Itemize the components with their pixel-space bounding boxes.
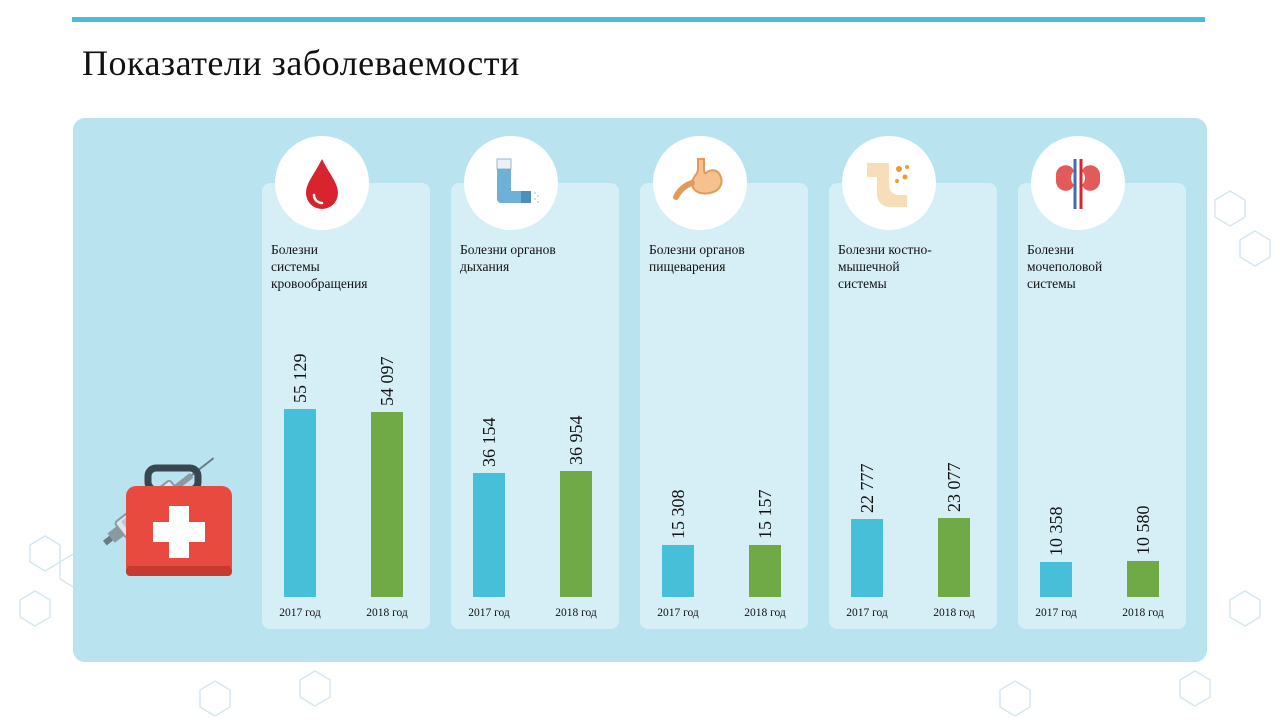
x-tick-label: 2017 год [1035, 607, 1077, 619]
category-label: Болезни костно-мышечной системы [838, 241, 988, 292]
data-label: 23 077 [944, 462, 964, 513]
data-label: 22 777 [857, 463, 877, 514]
bar-2018 [1127, 561, 1159, 597]
x-tick-label: 2018 год [744, 607, 786, 619]
category-label-line: системы [838, 276, 887, 291]
chart-card: Болезни органов дыхания 36 154 2017 год 36 9… [451, 183, 619, 629]
category-label-line: Болезни органов [460, 242, 556, 257]
category-label: Болезни органов дыхания [460, 241, 610, 275]
category-label-line: Болезни [1027, 242, 1074, 257]
bar-2017 [851, 519, 883, 597]
data-label: 15 308 [668, 489, 688, 540]
bar-2017 [473, 473, 505, 597]
category-label-line: пищеварения [649, 259, 726, 274]
top-accent-rule [72, 17, 1205, 22]
bar-2018 [749, 545, 781, 597]
category-label-line: Болезни костно- [838, 242, 932, 257]
first-aid-kit-icon [102, 457, 232, 576]
data-label: 10 580 [1133, 505, 1153, 556]
page-title: Показатели заболеваемости [82, 43, 520, 83]
category-label: Болезни системы кровообращения [271, 241, 421, 292]
data-label: 54 097 [377, 356, 397, 407]
category-label-line: системы [271, 259, 320, 274]
chart-card: Болезни органов пищеварения 15 308 2017 год… [640, 183, 808, 629]
x-tick-label: 2018 год [366, 607, 408, 619]
data-label: 55 129 [290, 353, 310, 404]
x-tick-label: 2017 год [846, 607, 888, 619]
bar-2017 [662, 545, 694, 597]
inhaler-icon [464, 136, 558, 230]
category-label-line: мочеполовой [1027, 259, 1103, 274]
x-tick-label: 2018 год [1122, 607, 1164, 619]
chart-card: Болезни костно-мышечной системы 22 777 2017… [829, 183, 997, 629]
category-label-line: кровообращения [271, 276, 368, 291]
bar-2018 [560, 471, 592, 597]
data-label: 15 157 [755, 489, 775, 540]
x-tick-label: 2018 год [933, 607, 975, 619]
x-tick-label: 2018 год [555, 607, 597, 619]
stomach-icon [653, 136, 747, 230]
category-label-line: системы [1027, 276, 1076, 291]
kidneys-icon [1031, 136, 1125, 230]
joint-pain-icon [842, 136, 936, 230]
blood-drop-icon [275, 136, 369, 230]
x-tick-label: 2017 год [468, 607, 510, 619]
bar-2017 [1040, 562, 1072, 597]
x-tick-label: 2017 год [657, 607, 699, 619]
bar-2018 [371, 412, 403, 597]
category-label-line: Болезни органов [649, 242, 745, 257]
bar-2018 [938, 518, 970, 597]
category-label-line: дыхания [460, 259, 510, 274]
category-label: Болезни органов пищеварения [649, 241, 799, 275]
data-label: 36 954 [566, 415, 586, 466]
chart-card: Болезни системы кровообращения 55 129 2017 г… [262, 183, 430, 629]
x-tick-label: 2017 год [279, 607, 321, 619]
chart-card: Болезни мочеполовой системы 10 358 2017 год 1… [1018, 183, 1186, 629]
category-label: Болезни мочеполовой системы [1027, 241, 1177, 292]
data-label: 36 154 [479, 417, 499, 468]
data-label: 10 358 [1046, 506, 1066, 557]
bar-2017 [284, 409, 316, 597]
category-label-line: Болезни [271, 242, 318, 257]
category-label-line: мышечной [838, 259, 900, 274]
